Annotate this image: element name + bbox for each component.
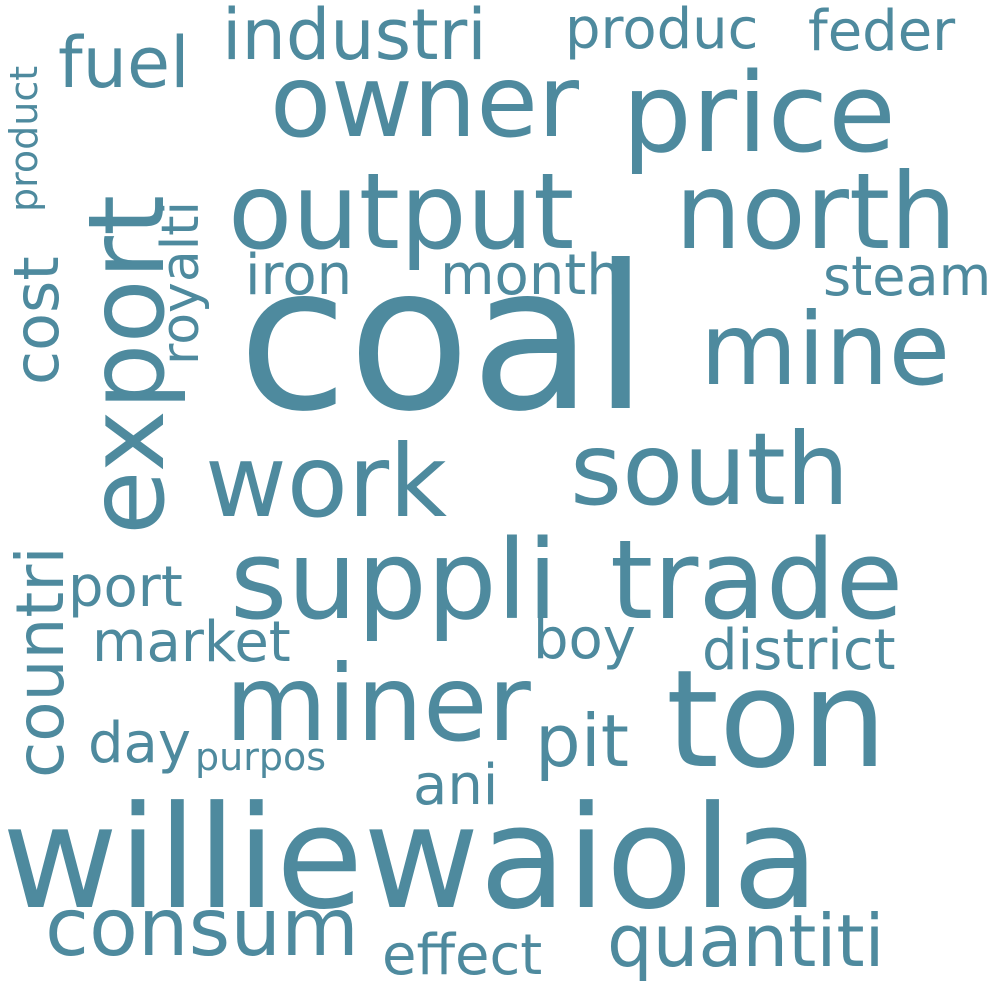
word-product: product xyxy=(2,65,46,212)
word-industri: industri xyxy=(222,0,487,76)
word-day: day xyxy=(88,711,192,776)
word-steam: steam xyxy=(823,245,992,308)
word-output: output xyxy=(228,151,575,273)
word-work: work xyxy=(205,423,447,540)
word-price: price xyxy=(622,49,896,177)
word-cost: cost xyxy=(0,256,73,385)
word-ani: ani xyxy=(413,753,499,818)
word-ton: ton xyxy=(666,641,888,798)
word-market: market xyxy=(92,610,291,675)
word-boy: boy xyxy=(533,607,636,672)
word-owner: owner xyxy=(270,43,579,160)
word-month: month xyxy=(440,243,622,308)
word-purpos: purpos xyxy=(195,735,326,779)
word-royalti: royalti xyxy=(151,201,211,365)
word-port: port xyxy=(68,555,183,620)
word-effect: effect xyxy=(382,923,543,988)
word-countri: countri xyxy=(2,546,79,778)
word-pit: pit xyxy=(535,699,629,783)
word-consum: consum xyxy=(45,881,359,974)
word-trade: trade xyxy=(610,516,904,644)
word-north: north xyxy=(675,151,957,273)
word-suppli: suppli xyxy=(230,516,558,644)
word-fuel: fuel xyxy=(58,22,190,104)
word-coal: coal xyxy=(238,223,649,456)
word-produc: produc xyxy=(565,0,759,62)
word-quantiti: quantiti xyxy=(607,899,885,983)
word-williewaiola: williewaiola xyxy=(2,776,820,941)
word-district: district xyxy=(702,618,896,683)
word-miner: miner xyxy=(225,643,531,765)
word-feder: feder xyxy=(808,0,956,64)
word-south: south xyxy=(570,411,850,528)
word-mine: mine xyxy=(700,291,951,408)
word-iron: iron xyxy=(245,243,353,308)
